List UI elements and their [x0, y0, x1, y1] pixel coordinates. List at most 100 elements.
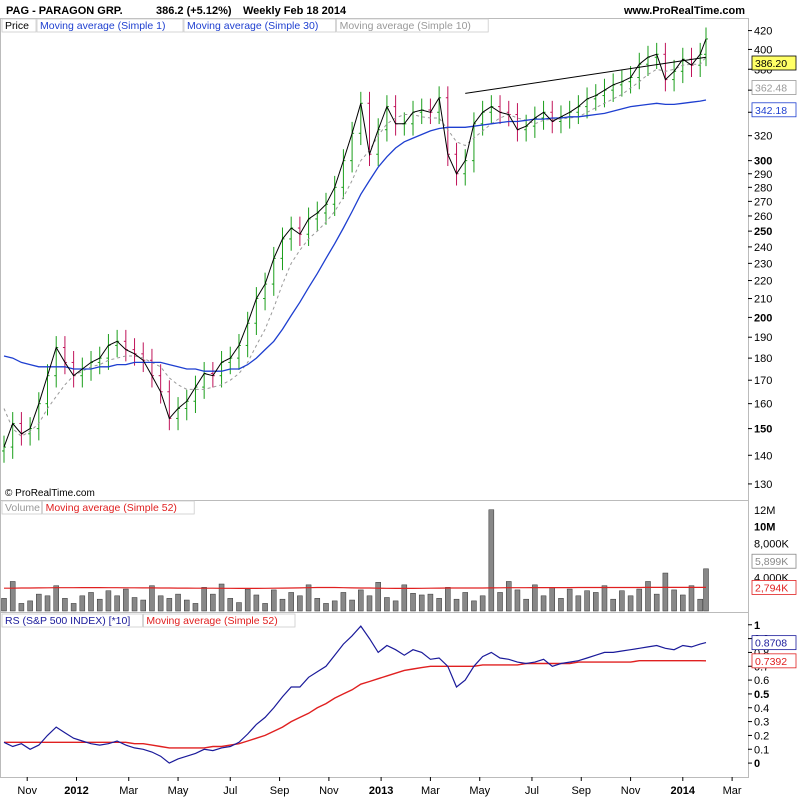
- price-tick-label: 170: [754, 375, 772, 387]
- volume-bar: [166, 598, 173, 612]
- time-tick-label: Mar: [723, 785, 742, 797]
- volume-panel[interactable]: [0, 500, 749, 613]
- volume-bar: [549, 587, 556, 612]
- volume-bar: [392, 600, 399, 612]
- ohlc-bar: [419, 98, 424, 125]
- last-value-label-volume-0: 5,899K: [751, 553, 797, 569]
- volume-bar: [27, 600, 33, 612]
- legend-entry[interactable]: Moving average (Simple 52): [146, 615, 277, 627]
- price-change: 386.2 (+5.12%): [156, 5, 232, 17]
- rs-plot: [3, 625, 707, 764]
- ohlc-bar: [106, 334, 111, 370]
- legend-entry[interactable]: Moving average (Simple 1): [40, 20, 165, 32]
- volume-bar: [662, 572, 669, 612]
- time-tick-label: 2014: [671, 785, 696, 797]
- ohlc-bar: [167, 380, 172, 431]
- volume-bar: [619, 590, 625, 612]
- volume-tick-label: 12M: [754, 505, 775, 517]
- volume-bar: [105, 590, 112, 612]
- rs-legend[interactable]: RS (S&P 500 INDEX) [*10] Moving average (…: [1, 613, 296, 628]
- ohlc-bar: [524, 114, 529, 142]
- price-tick-label: 210: [754, 294, 772, 306]
- volume-bar: [314, 598, 321, 612]
- ohlc-bar: [219, 351, 224, 388]
- time-tick-label: May: [469, 785, 490, 797]
- svg-text:5,899K: 5,899K: [755, 556, 788, 568]
- volume-bar: [453, 598, 460, 612]
- legend-entry[interactable]: Price: [5, 20, 29, 32]
- legend-entry[interactable]: Volume: [5, 502, 40, 514]
- volume-bar: [157, 595, 164, 612]
- volume-bar: [384, 597, 390, 612]
- volume-bar: [18, 603, 25, 612]
- price-tick-label: 180: [754, 353, 772, 365]
- volume-bar: [427, 593, 434, 612]
- time-tick-label: May: [168, 785, 189, 797]
- volume-bar: [279, 598, 286, 612]
- price-tick-label: 280: [754, 182, 772, 194]
- ohlc-bar: [210, 362, 215, 388]
- rs-panel[interactable]: [0, 612, 749, 778]
- volume-legend[interactable]: Volume Moving average (Simple 52): [1, 500, 195, 515]
- volume-bar: [218, 583, 225, 612]
- volume-bar: [358, 589, 364, 612]
- ohlc-bar: [515, 103, 520, 142]
- volume-plot: [1, 509, 709, 612]
- ohlc-bar: [315, 201, 320, 231]
- ohlc-bar: [149, 348, 154, 388]
- rs-tick-label: 0: [754, 758, 760, 770]
- rs-tick-label: 0.6: [754, 675, 769, 687]
- time-tick-label: Jul: [223, 785, 237, 797]
- volume-bar: [636, 588, 643, 612]
- ohlc-bar: [193, 375, 198, 414]
- rs-series-line: [3, 625, 707, 764]
- volume-bar: [210, 593, 216, 612]
- volume-bar: [79, 595, 86, 612]
- ohlc-bar: [645, 45, 650, 76]
- price-tick-label: 270: [754, 196, 772, 208]
- legend-entry[interactable]: Moving average (Simple 52): [46, 502, 177, 514]
- volume-bar: [479, 595, 486, 612]
- ohlc-bar: [585, 87, 590, 119]
- ohlc-bar: [289, 216, 294, 251]
- price-tick-label: 200: [754, 312, 772, 324]
- ohlc-bar: [80, 357, 85, 388]
- volume-bar: [70, 603, 77, 612]
- ohlc-bar: [672, 59, 677, 92]
- ohlc-bar: [619, 70, 624, 97]
- ohlc-bar: [176, 397, 181, 431]
- volume-bar: [44, 595, 51, 612]
- volume-bar: [88, 592, 94, 612]
- price-legend[interactable]: Price Moving average (Simple 1) Moving ave…: [1, 18, 489, 33]
- volume-bar: [688, 585, 695, 612]
- volume-bar: [410, 593, 416, 612]
- ohlc-bar: [323, 192, 328, 225]
- site-url[interactable]: www.ProRealTime.com: [623, 5, 745, 17]
- rs-tick-label: 0.5: [754, 689, 769, 701]
- price-tick-label: 230: [754, 258, 772, 270]
- rs-tick-label: 0.2: [754, 730, 769, 742]
- price-panel[interactable]: [0, 18, 749, 501]
- resistance-trendline[interactable]: [465, 56, 707, 94]
- rs-tick-label: 0.3: [754, 717, 769, 729]
- time-tick-label: Mar: [421, 785, 440, 797]
- rs-tick-label: 0.1: [754, 744, 769, 756]
- volume-bar: [471, 600, 477, 612]
- ohlc-bar: [637, 52, 642, 90]
- ohlc-bar: [184, 389, 189, 421]
- volume-bar: [96, 598, 103, 612]
- volume-bar: [331, 600, 338, 612]
- time-tick-label: Mar: [119, 785, 138, 797]
- volume-bar: [53, 585, 59, 612]
- ohlc-bar: [2, 435, 6, 463]
- legend-entry[interactable]: Moving average (Simple 10): [340, 20, 471, 32]
- ohlc-bar: [306, 207, 311, 247]
- volume-tick-label: 8,000K: [754, 539, 790, 551]
- volume-bar: [645, 581, 651, 612]
- price-plot: [2, 27, 708, 463]
- svg-text:0.7392: 0.7392: [755, 656, 787, 668]
- legend-entry[interactable]: Moving average (Simple 30): [187, 20, 318, 32]
- price-tick-label: 300: [754, 156, 772, 168]
- legend-entry[interactable]: RS (S&P 500 INDEX) [*10]: [5, 615, 130, 627]
